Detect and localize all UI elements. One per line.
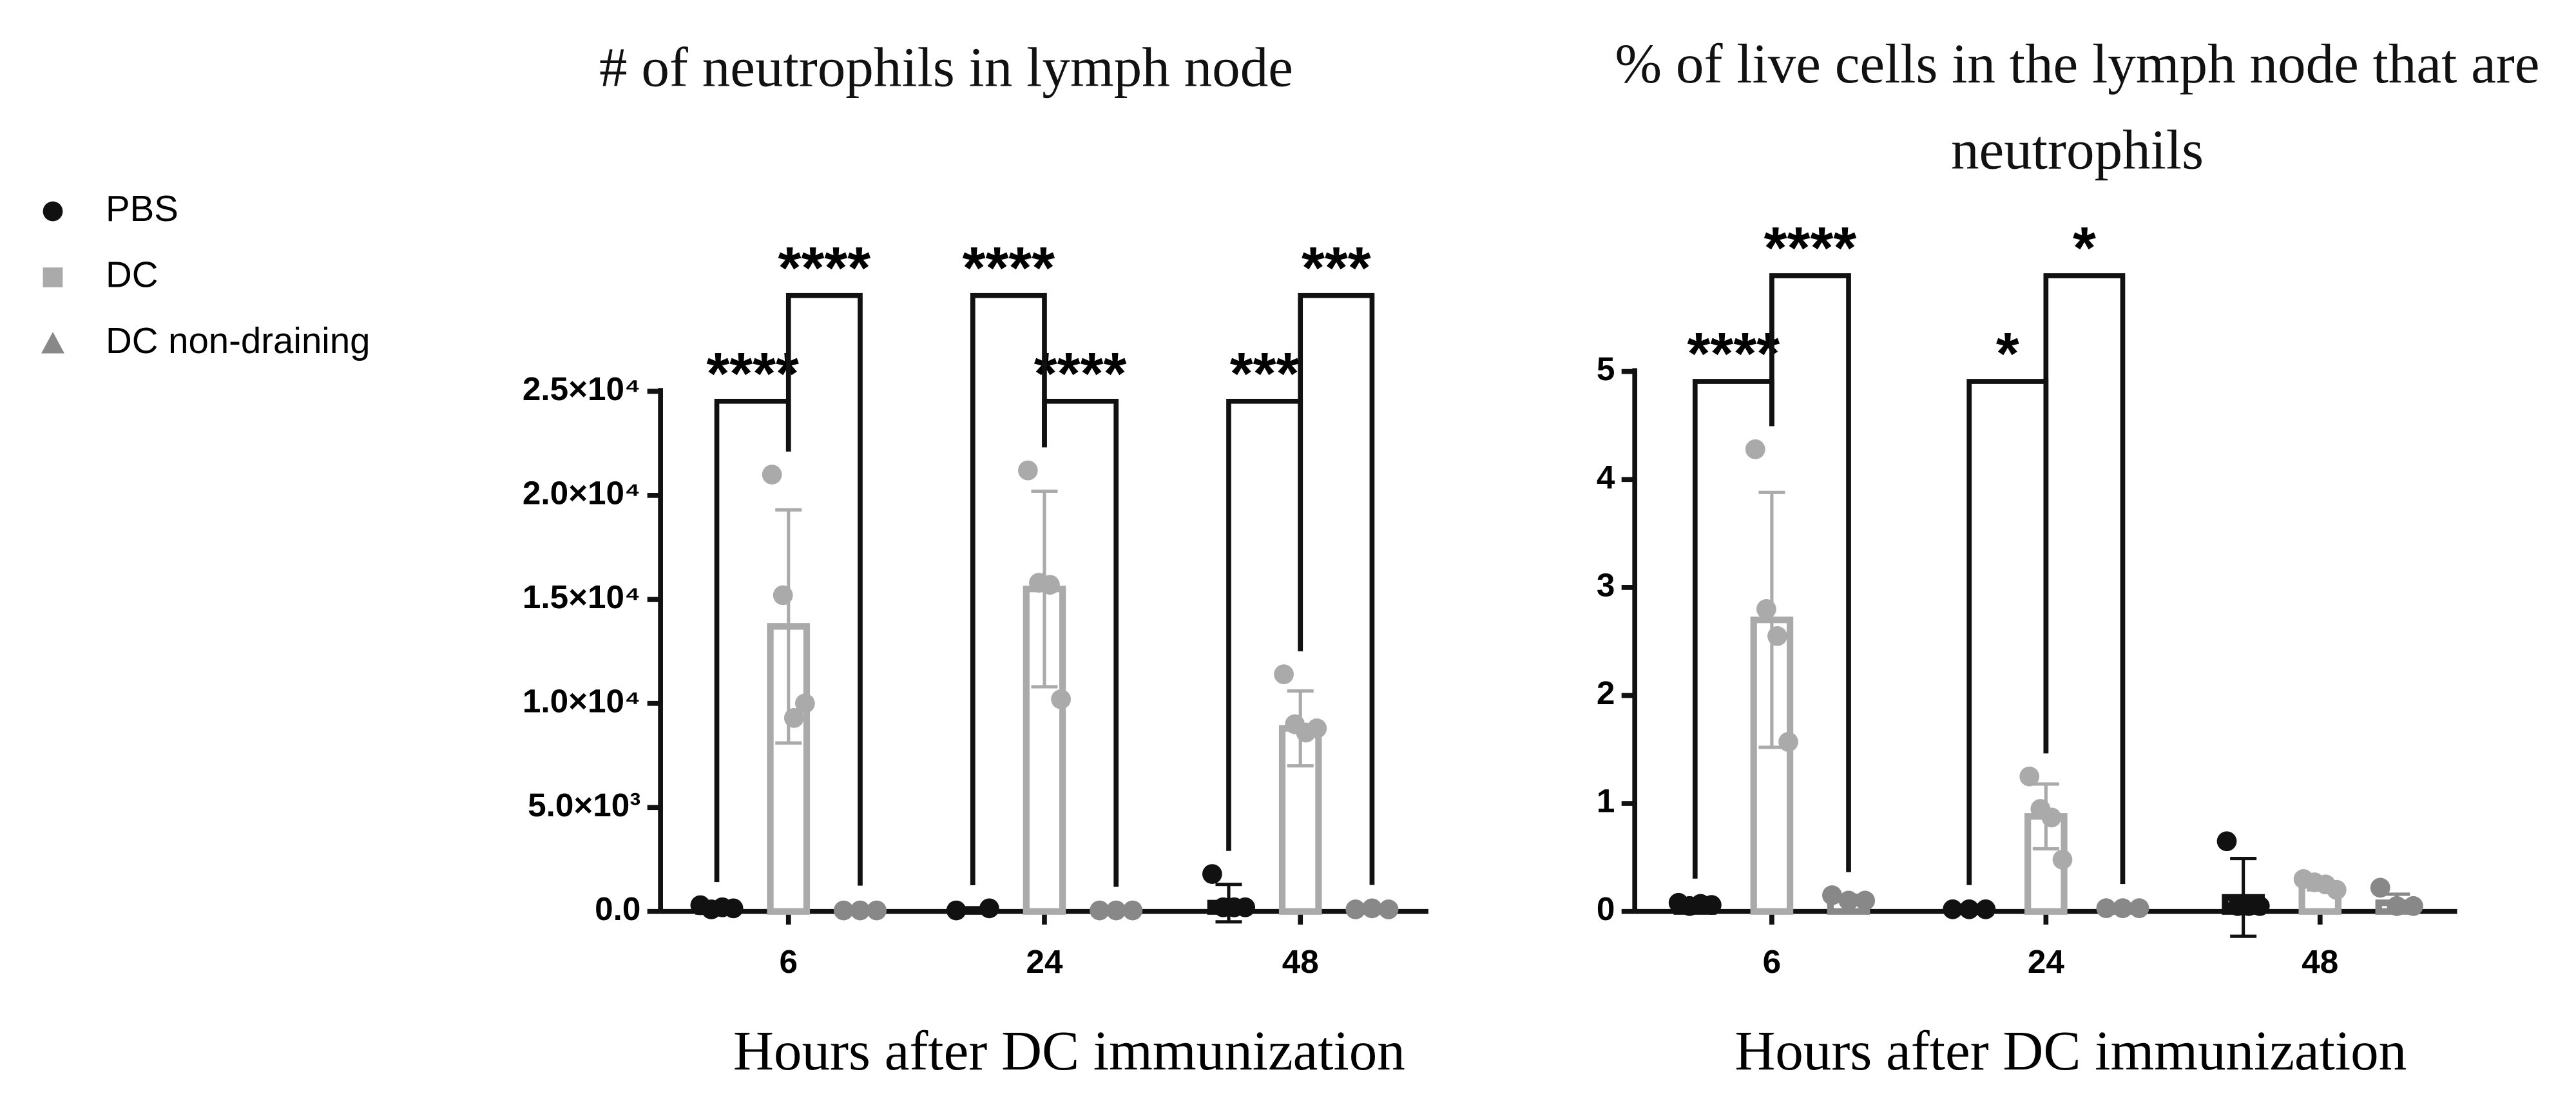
data-point — [2113, 898, 2133, 919]
data-point — [1235, 897, 1255, 917]
y-tick-label: 1.0×10⁴ — [523, 682, 641, 719]
data-point — [783, 708, 804, 728]
data-point — [1090, 900, 1110, 921]
significance-bracket — [2043, 273, 2126, 885]
y-tick-label: 2.5×10⁴ — [523, 370, 641, 407]
data-point — [1017, 460, 1038, 481]
significance-bracket — [1298, 293, 1375, 885]
x-tick-label: 24 — [2028, 943, 2065, 980]
significance-bracket — [785, 293, 863, 886]
data-point — [2249, 896, 2270, 916]
significance-label: **** — [1764, 215, 1857, 282]
data-point — [2041, 807, 2062, 828]
data-point — [1822, 885, 1842, 905]
x-axis-label: Hours after DC immunization — [1735, 1019, 2407, 1082]
y-tick-label: 2 — [1597, 675, 1615, 711]
bar — [767, 623, 811, 915]
significance-label: * — [1996, 320, 2019, 387]
data-point — [1202, 864, 1222, 884]
significance-bracket — [970, 293, 1047, 885]
data-point — [2370, 878, 2390, 898]
x-axis-label: Hours after DC immunization — [733, 1019, 1405, 1082]
data-point — [946, 900, 966, 921]
y-tick-label: 5.0×10³ — [528, 787, 640, 823]
error-bar — [2230, 857, 2257, 938]
y-tick-label: 2.0×10⁴ — [523, 474, 641, 511]
significance-bracket — [1769, 273, 1851, 872]
significance-label: *** — [1302, 234, 1371, 301]
x-tick-label: 24 — [1026, 943, 1063, 980]
data-point — [1345, 899, 1366, 919]
data-point — [794, 693, 815, 714]
y-tick-label: 4 — [1597, 459, 1615, 495]
data-point — [1122, 900, 1143, 921]
data-point — [1855, 890, 1876, 911]
significance-label: **** — [778, 234, 871, 301]
data-point — [2387, 896, 2407, 916]
y-tick-label: 1.5×10⁴ — [523, 579, 641, 615]
data-point — [1943, 899, 1963, 919]
data-point — [850, 900, 870, 921]
data-point — [979, 898, 999, 919]
x-tick-label: 6 — [1763, 943, 1782, 980]
data-point — [833, 900, 854, 921]
chart-title: # of neutrophils in lymph node — [599, 37, 1294, 99]
x-tick-label: 48 — [2302, 943, 2338, 980]
y-tick-label: 3 — [1597, 566, 1615, 603]
significance-label: **** — [706, 340, 799, 407]
data-point — [1040, 575, 1060, 595]
x-tick-label: 6 — [779, 943, 798, 980]
data-point — [1702, 895, 1722, 916]
y-tick-label: 0.0 — [595, 890, 640, 927]
data-point — [1838, 890, 1859, 911]
data-point — [1106, 900, 1126, 921]
data-point — [1756, 599, 1776, 619]
data-point — [1959, 899, 1979, 919]
data-point — [2129, 898, 2149, 919]
legend-marker — [41, 332, 64, 354]
chart-title-box: # of neutrophils in lymph node — [599, 37, 1294, 99]
data-point — [2327, 879, 2347, 900]
legend-label: DC non-draining — [106, 320, 370, 361]
data-point — [1274, 664, 1294, 684]
data-point — [2096, 898, 2117, 919]
data-point — [723, 898, 744, 919]
y-tick-label: 1 — [1597, 783, 1615, 820]
data-point — [773, 585, 793, 606]
significance-label: * — [2073, 215, 2096, 282]
legend-label: DC — [106, 254, 158, 294]
x-tick-label: 48 — [1282, 943, 1319, 980]
y-tick-label: 0 — [1597, 890, 1615, 927]
significance-label: *** — [1230, 340, 1300, 407]
chart-title-box: % of live cells in the lymph node that a… — [1615, 34, 2540, 182]
data-point — [1307, 718, 1327, 738]
data-point — [2052, 849, 2073, 870]
significance-label: **** — [1034, 340, 1127, 407]
data-point — [1362, 898, 1382, 919]
legend-marker — [43, 267, 63, 287]
data-point — [1778, 732, 1798, 752]
data-point — [2216, 831, 2237, 852]
error-bar — [775, 508, 802, 745]
data-point — [1378, 899, 1399, 919]
legend-label: PBS — [106, 188, 178, 229]
significance-label: **** — [1687, 320, 1780, 387]
data-point — [867, 900, 887, 921]
data-point — [2019, 766, 2040, 787]
data-point — [2403, 896, 2423, 916]
chart-title: % of live cells in the lymph node that a… — [1615, 34, 2540, 182]
data-point — [762, 465, 782, 484]
significance-label: **** — [963, 234, 1055, 301]
data-point — [1767, 626, 1787, 646]
data-point — [1051, 689, 1071, 709]
legend-marker — [43, 201, 63, 222]
y-tick-label: 5 — [1597, 350, 1615, 387]
data-point — [1975, 899, 1996, 919]
data-point — [1745, 439, 1765, 459]
